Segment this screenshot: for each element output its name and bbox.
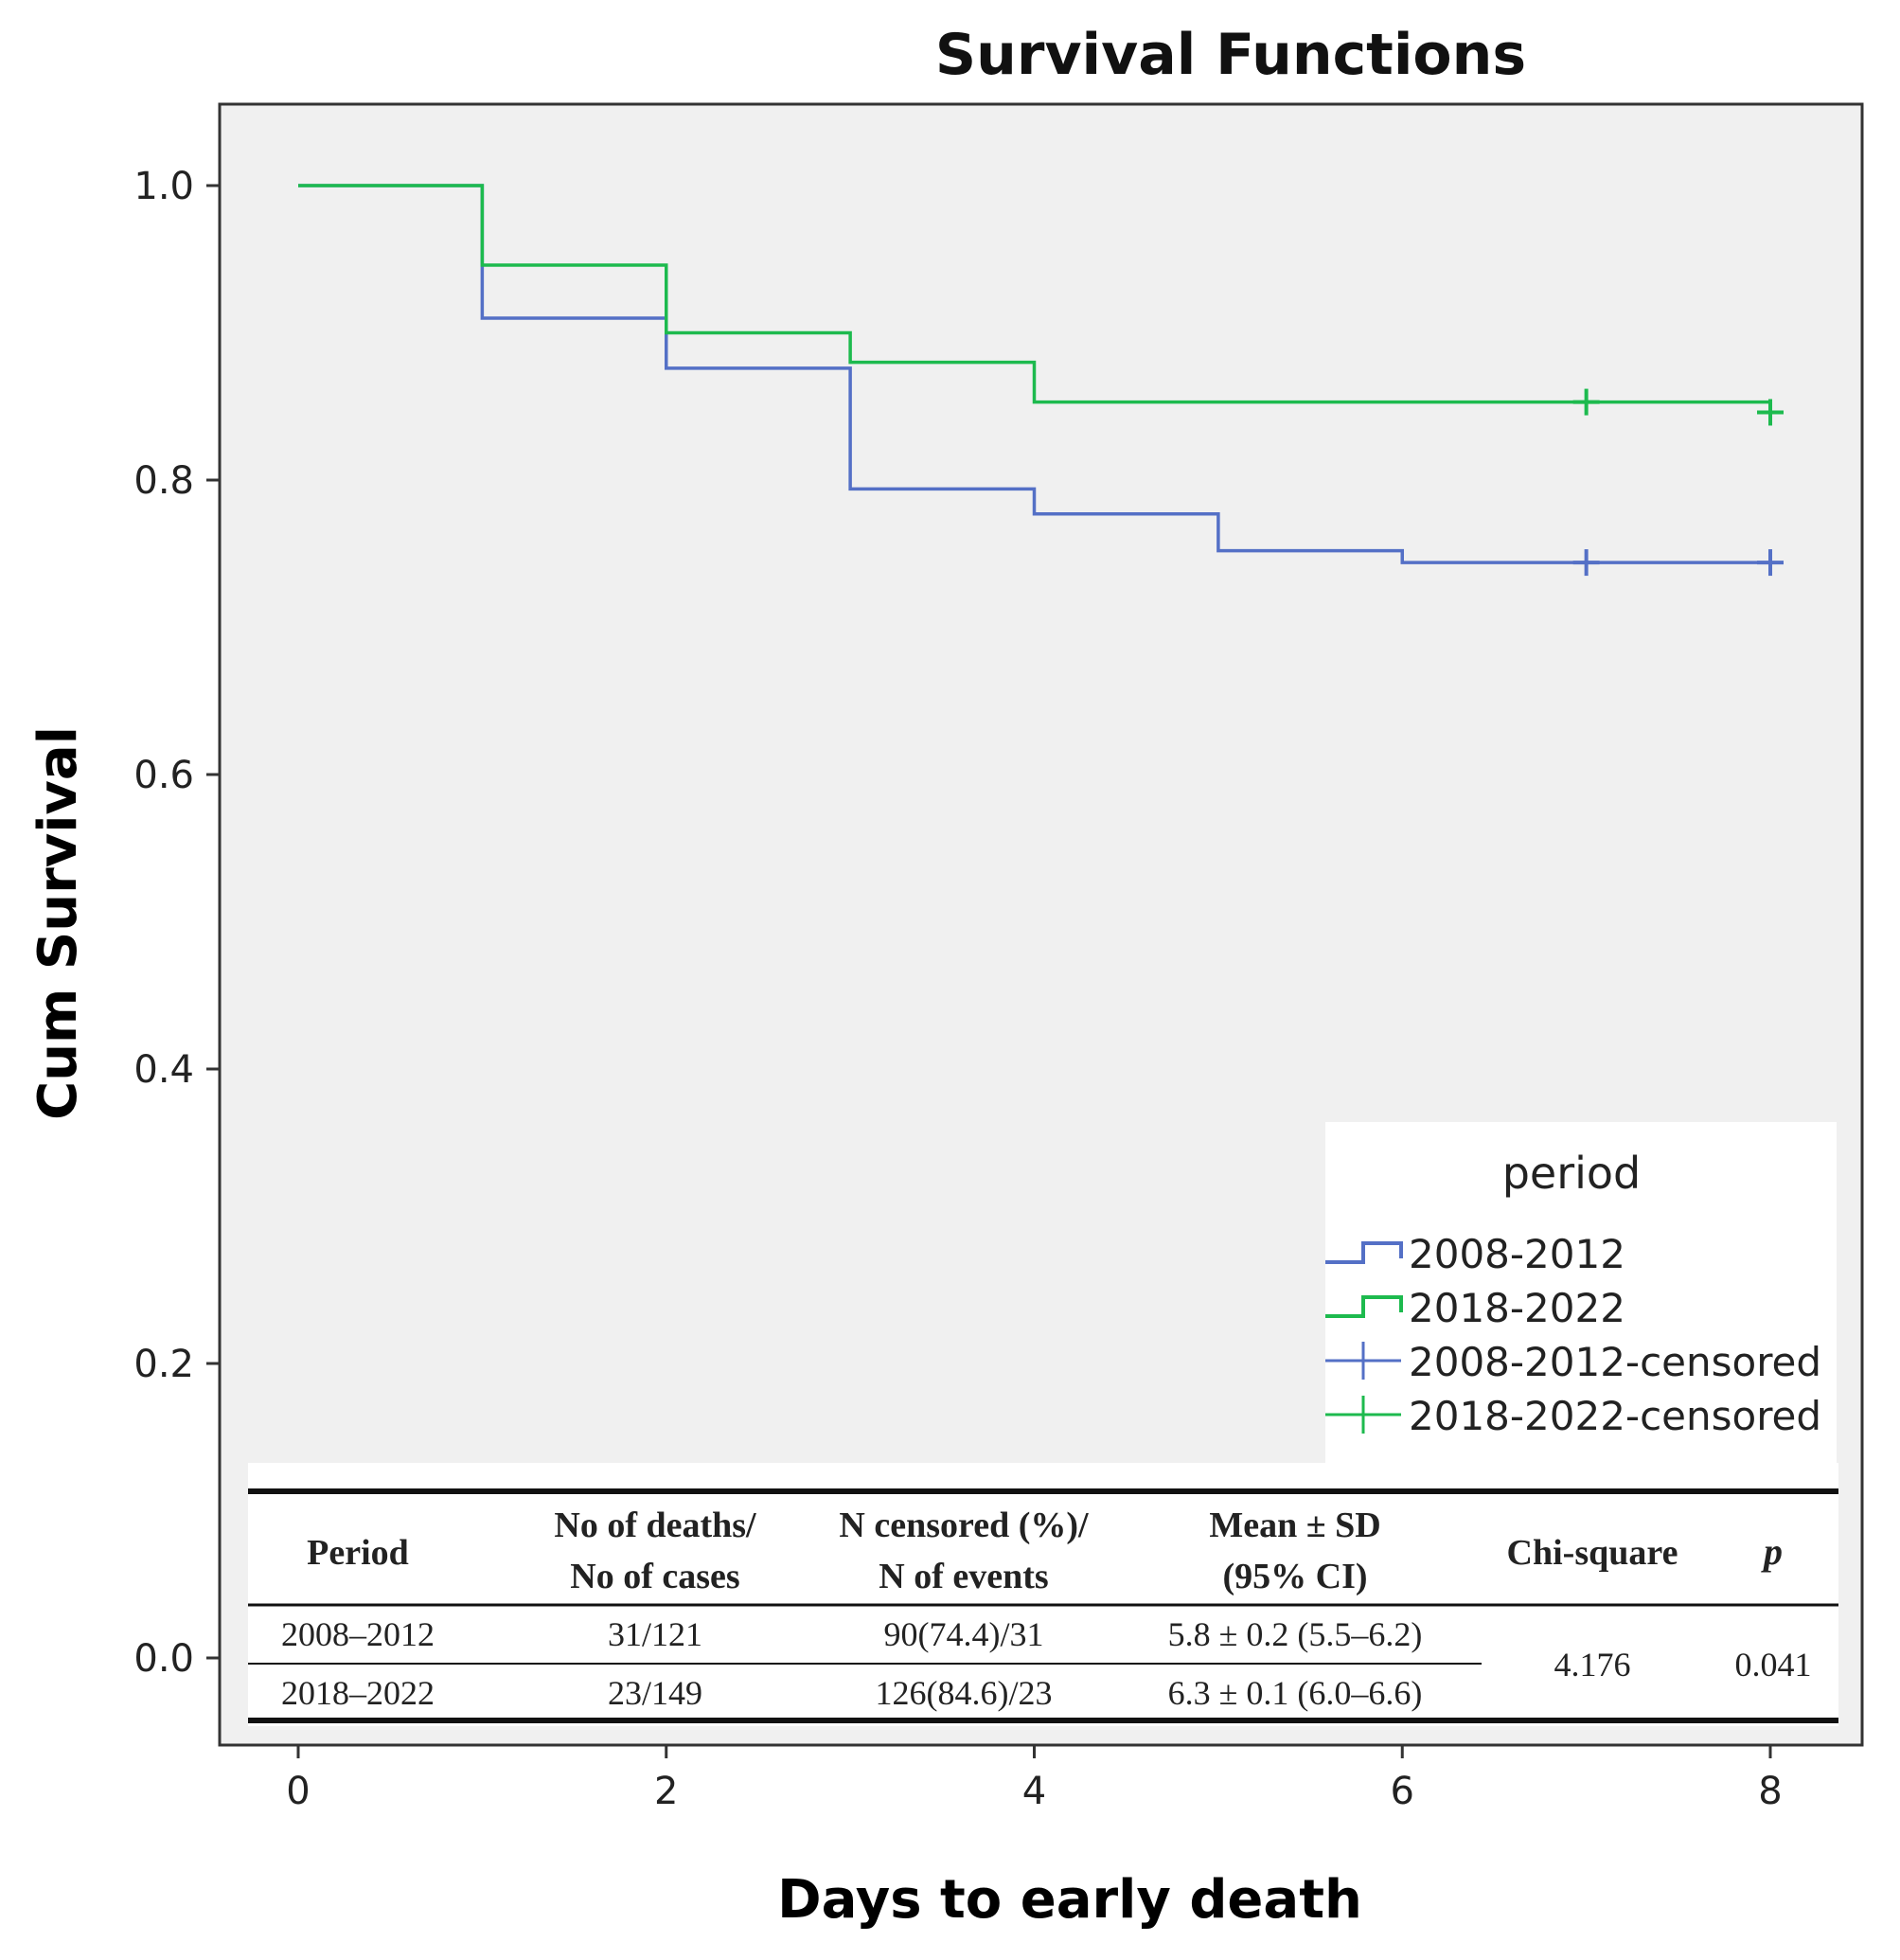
y-tick-label-2: 0.4	[133, 1048, 194, 1092]
header-censored-line2: N of events	[879, 1557, 1048, 1596]
legend-label-0: 2008-2012	[1409, 1231, 1625, 1277]
row1-deaths: 31/121	[608, 1615, 702, 1653]
legend-box	[1325, 1122, 1837, 1463]
x-tick-label-2: 4	[1022, 1770, 1046, 1813]
x-tick-label-3: 6	[1391, 1770, 1414, 1813]
row1-censored: 90(74.4)/31	[884, 1615, 1044, 1653]
legend-title: period	[1502, 1148, 1642, 1199]
legend-label-2: 2008-2012-censored	[1409, 1339, 1821, 1385]
row2-deaths: 23/149	[608, 1674, 702, 1712]
y-tick-label-3: 0.6	[133, 754, 194, 797]
header-period: Period	[307, 1533, 409, 1573]
header-mean-line2: (95% CI)	[1222, 1557, 1367, 1596]
header-mean-line1: Mean ± SD	[1209, 1506, 1380, 1545]
chart-title: Survival Functions	[935, 22, 1526, 88]
series-line-2008-2012	[298, 184, 1770, 564]
header-p: p	[1761, 1530, 1783, 1573]
y-axis: 0.0 0.2 0.4 0.6 0.8 1.0	[133, 165, 220, 1681]
header-censored-line1: N censored (%)/	[839, 1506, 1089, 1545]
x-tick-label-1: 2	[654, 1770, 678, 1813]
legend-item-1: 2018-2022	[1325, 1285, 1625, 1331]
row1-period: 2008–2012	[281, 1615, 435, 1653]
legend-item-3: 2018-2022-censored	[1325, 1393, 1821, 1439]
y-tick-label-0: 0.0	[133, 1637, 194, 1681]
p-value: 0.041	[1735, 1646, 1812, 1684]
table-background	[248, 1463, 1838, 1726]
legend-label-3: 2018-2022-censored	[1409, 1393, 1821, 1439]
y-tick-label-4: 0.8	[133, 459, 194, 503]
header-deaths-line2: No of cases	[570, 1557, 739, 1596]
series-line-2018-2022	[298, 184, 1770, 404]
legend-items: 2008-2012 2018-2022 2008-2012-censored 2018…	[1325, 1231, 1821, 1439]
censor-mark-2018-2022-0	[1572, 388, 1600, 416]
censor-mark-2008-2012-0	[1572, 549, 1600, 577]
y-tick-label-1: 0.2	[133, 1343, 194, 1386]
x-axis-label: Days to early death	[777, 1869, 1362, 1931]
legend-item-0: 2008-2012	[1325, 1231, 1625, 1277]
y-axis-label: Cum Survival	[27, 726, 89, 1120]
censor-mark-2008-2012-1	[1757, 549, 1784, 577]
legend: period 2008-2012 2018-2022 2008-2012-censo…	[1325, 1122, 1837, 1463]
x-tick-label-0: 0	[286, 1770, 310, 1813]
header-chi-square: Chi-square	[1507, 1533, 1678, 1573]
row1-mean: 5.8 ± 0.2 (5.5–6.2)	[1168, 1615, 1423, 1653]
x-axis: 0 2 4 6 8	[286, 1745, 1783, 1813]
row2-period: 2018–2022	[281, 1674, 435, 1712]
x-tick-label-4: 8	[1758, 1770, 1782, 1813]
stats-table: Period No of deaths/ No of cases N censo…	[248, 1463, 1838, 1726]
header-deaths-line1: No of deaths/	[554, 1506, 756, 1545]
legend-label-1: 2018-2022	[1409, 1285, 1625, 1331]
chi-square-value: 4.176	[1554, 1646, 1631, 1684]
legend-swatch-step	[1325, 1295, 1403, 1318]
y-tick-label-5: 1.0	[133, 165, 194, 208]
row2-censored: 126(84.6)/23	[876, 1674, 1053, 1712]
censor-mark-2018-2022-1	[1757, 399, 1784, 426]
series-layer	[298, 184, 1784, 577]
row2-mean: 6.3 ± 0.1 (6.0–6.6)	[1168, 1674, 1423, 1712]
legend-swatch-step	[1325, 1241, 1403, 1264]
legend-item-2: 2008-2012-censored	[1325, 1339, 1821, 1385]
